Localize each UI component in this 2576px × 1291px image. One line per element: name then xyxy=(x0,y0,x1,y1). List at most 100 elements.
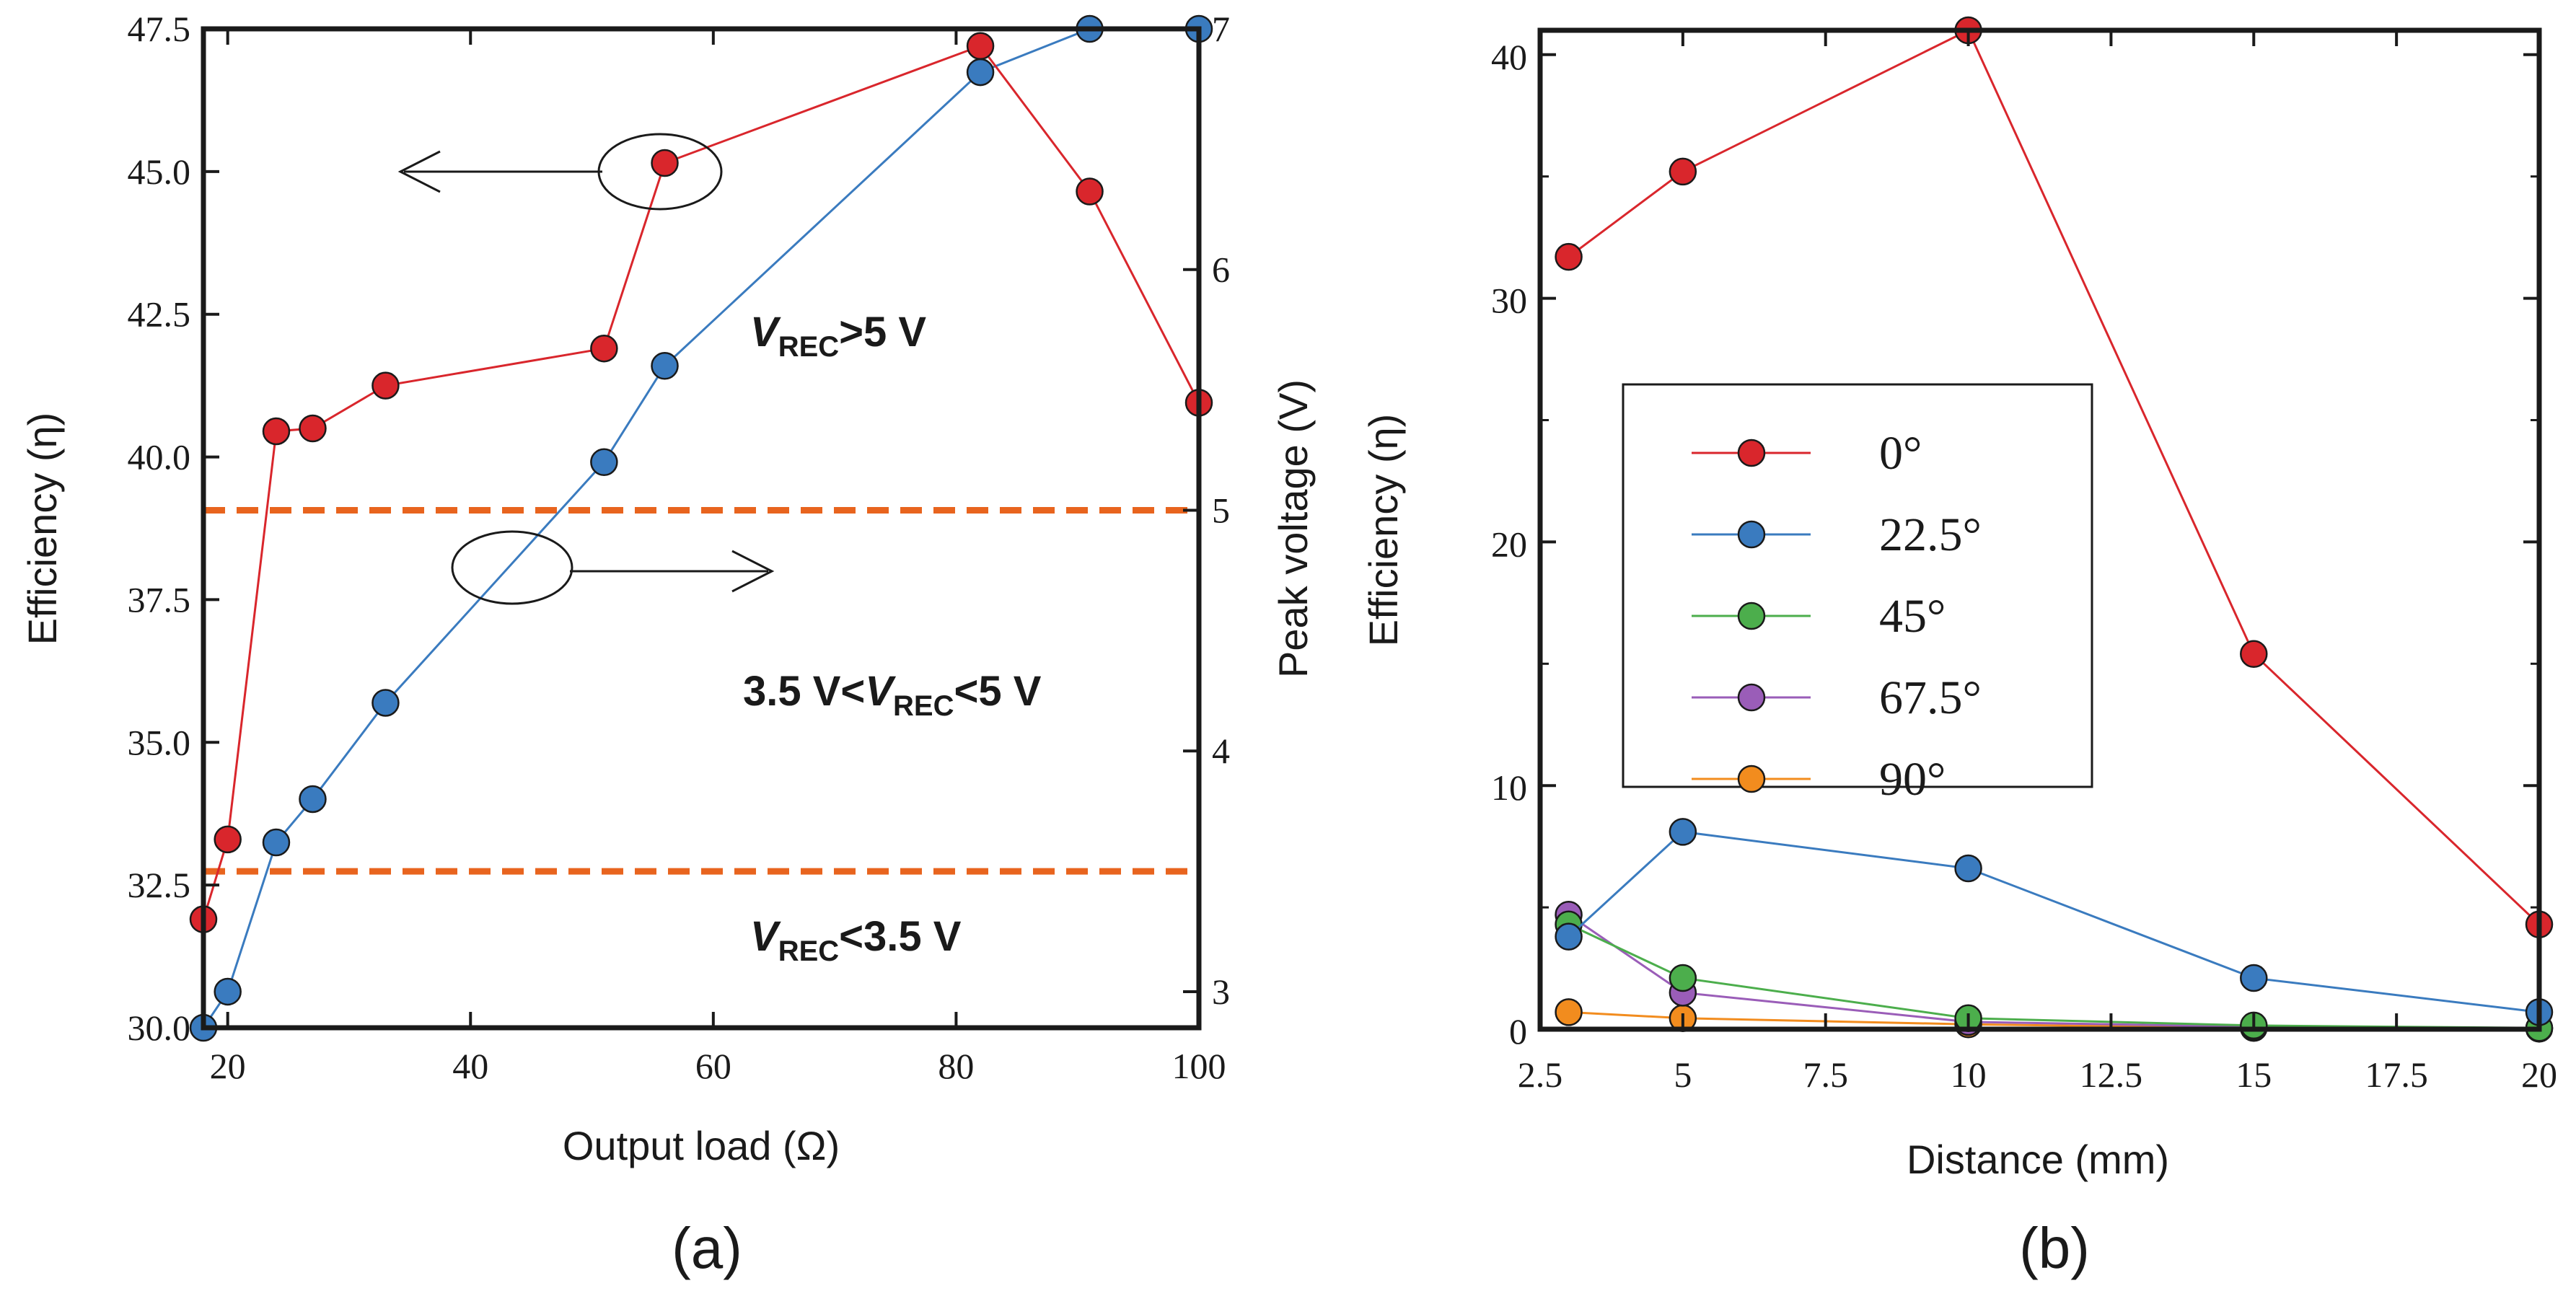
efficiency-line xyxy=(202,44,1200,920)
legend-item-67-5: 67.5° xyxy=(1692,671,1982,724)
panel-b-x-axis-label: Distance (mm) xyxy=(1907,1137,2169,1182)
data-point xyxy=(2240,964,2268,992)
legend-item-90: 90° xyxy=(1692,753,1946,806)
panel-b: 2.5 5 7.5 10 12.5 15 17.5 20 0 10 20 30 40 0° 22.5° 45… xyxy=(1360,16,2557,1280)
panel-b-y-axis-label: Efficiency (η) xyxy=(1360,414,1406,647)
x-tick-label: 12.5 xyxy=(2080,1054,2143,1095)
panel-b-legend: 0° 22.5° 45° 67.5° 90° xyxy=(1622,383,2093,806)
series-line xyxy=(1568,830,2540,1013)
y-tick-label: 40 xyxy=(1491,37,1527,77)
y-tick-label: 10 xyxy=(1491,767,1527,808)
legend-item-45: 45° xyxy=(1692,590,1946,643)
peak-voltage-point xyxy=(651,351,679,380)
y-tick-label: 32.5 xyxy=(128,865,191,905)
efficiency-point xyxy=(214,825,242,854)
legend-label: 90° xyxy=(1879,753,1946,806)
x-tick-label: 40 xyxy=(452,1046,488,1086)
peak-voltage-point xyxy=(299,785,327,814)
legend-swatch-marker xyxy=(1737,602,1766,630)
legend-item-0: 0° xyxy=(1692,427,1922,480)
y2-tick-label: 3 xyxy=(1212,971,1230,1012)
panel-a-x-axis-label: Output load (Ω) xyxy=(563,1123,840,1168)
panel-a-ticks: 20 40 60 80 100 30.0 32.5 35.0 37.5 40.0 42.5 45.0 4… xyxy=(128,9,1231,1086)
panel-a-label: (a) xyxy=(672,1216,742,1280)
data-point xyxy=(1669,157,1697,186)
panel-a-efficiency-series xyxy=(189,32,1213,933)
x-tick-label: 15 xyxy=(2236,1054,2272,1095)
panel-a: 20 40 60 80 100 30.0 32.5 35.0 37.5 40.0 42.5 45.0 4… xyxy=(19,9,1316,1280)
x-tick-label: 20 xyxy=(2521,1054,2557,1095)
efficiency-point xyxy=(966,32,995,60)
x-tick-label: 100 xyxy=(1172,1046,1226,1086)
x-tick-label: 7.5 xyxy=(1803,1054,1848,1095)
x-tick-label: 10 xyxy=(1951,1054,1987,1095)
legend-swatch-marker xyxy=(1737,520,1766,549)
y2-tick-label: 5 xyxy=(1212,490,1230,530)
y-tick-label: 20 xyxy=(1491,524,1527,564)
x-tick-label: 20 xyxy=(210,1046,246,1086)
y-tick-label: 30.0 xyxy=(128,1008,191,1048)
legend-swatch-marker xyxy=(1737,439,1766,467)
y-tick-label: 40.0 xyxy=(128,437,191,477)
x-tick-label: 80 xyxy=(938,1046,974,1086)
peak-voltage-point xyxy=(214,977,242,1006)
panel-a-thresholds xyxy=(203,506,1199,875)
legend-label: 0° xyxy=(1879,427,1922,480)
legend-box xyxy=(1622,383,2093,788)
legend-label: 22.5° xyxy=(1879,508,1982,561)
efficiency-point xyxy=(372,371,400,400)
series-line xyxy=(1568,913,2540,1029)
y2-tick-label: 4 xyxy=(1212,731,1230,771)
x-tick-label: 60 xyxy=(695,1046,731,1086)
y-tick-label: 35.0 xyxy=(128,722,191,762)
panel-b-frame xyxy=(1537,27,2542,1032)
right-arrow-annotation xyxy=(451,530,775,605)
annotation-lower-region: VREC<3.5 V xyxy=(750,913,962,967)
legend-label: 45° xyxy=(1879,590,1946,643)
y-tick-label: 37.5 xyxy=(128,579,191,620)
peak-voltage-line xyxy=(202,27,1199,1028)
panel-a-y-axis-label: Efficiency (η) xyxy=(19,413,65,646)
y2-tick-label: 7 xyxy=(1212,9,1230,49)
legend-swatch-marker xyxy=(1737,683,1766,712)
x-tick-label: 17.5 xyxy=(2365,1054,2428,1095)
panel-a-peak-voltage-series xyxy=(189,14,1213,1042)
series-22-5 xyxy=(1555,818,2554,1026)
legend-label: 67.5° xyxy=(1879,671,1982,724)
y-tick-label: 47.5 xyxy=(128,9,191,49)
efficiency-point xyxy=(651,149,679,177)
peak-voltage-point xyxy=(590,448,618,476)
data-point xyxy=(2240,640,2268,669)
x-tick-label: 5 xyxy=(1674,1054,1692,1095)
peak-voltage-point xyxy=(262,828,291,857)
efficiency-point xyxy=(299,414,327,443)
legend-item-22-5: 22.5° xyxy=(1692,508,1982,561)
data-point xyxy=(1555,242,1583,271)
data-point xyxy=(1669,964,1697,992)
y-tick-label: 42.5 xyxy=(128,294,191,335)
panel-a-y2-axis-label: Peak voltage (V) xyxy=(1270,379,1316,678)
efficiency-point xyxy=(262,417,291,446)
panel-b-ticks: 2.5 5 7.5 10 12.5 15 17.5 20 0 10 20 30 40 xyxy=(1491,30,2557,1095)
y-tick-label: 0 xyxy=(1509,1011,1527,1052)
x-tick-label: 2.5 xyxy=(1518,1054,1563,1095)
panel-a-frame xyxy=(201,26,1202,1031)
efficiency-point xyxy=(590,334,618,363)
legend-swatch-marker xyxy=(1737,765,1766,793)
series-line xyxy=(1568,923,2540,1029)
series-45 xyxy=(1555,910,2554,1042)
annotation-middle-region: 3.5 V<VREC<5 V xyxy=(743,668,1042,722)
y2-tick-label: 6 xyxy=(1212,250,1230,290)
efficiency-point xyxy=(1076,177,1104,206)
data-point xyxy=(1555,922,1583,951)
y-tick-label: 30 xyxy=(1491,281,1527,321)
peak-voltage-point xyxy=(966,58,995,87)
y-tick-label: 45.0 xyxy=(128,151,191,192)
left-arrow-annotation xyxy=(397,133,723,211)
data-point xyxy=(1555,998,1583,1026)
data-point xyxy=(1669,818,1697,846)
annotation-upper-region: VREC>5 V xyxy=(750,309,926,363)
peak-voltage-point xyxy=(372,689,400,717)
panel-b-label: (b) xyxy=(2019,1216,2090,1280)
